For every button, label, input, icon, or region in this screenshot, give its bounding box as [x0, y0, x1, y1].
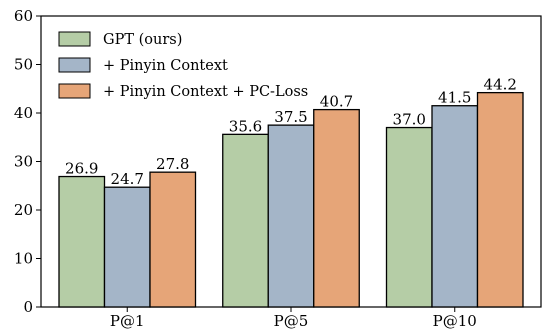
value-label: 24.7	[111, 170, 144, 188]
value-label: 37.0	[393, 111, 426, 129]
bar-p-at-5-series-2	[313, 108, 360, 308]
bar-p-at-10-series-2	[476, 91, 524, 308]
legend-swatch-gpt	[58, 31, 91, 47]
x-axis: P@1 P@5 P@10	[110, 307, 477, 329]
y-tick-label: 40	[14, 104, 33, 122]
bar-p-at-1-series-2	[149, 171, 197, 308]
y-tick-20: 20	[14, 201, 41, 219]
y-tick-0: 0	[23, 298, 41, 316]
y-tick-30: 30	[14, 153, 41, 171]
y-tick-10: 10	[14, 250, 41, 268]
y-tick-label: 20	[14, 201, 33, 219]
bar-p-at-5-series-1	[267, 124, 315, 308]
y-tick-label: 10	[14, 250, 33, 268]
bar-p-at-5-series-0	[222, 133, 269, 308]
y-tick-label: 0	[23, 298, 33, 316]
y-tick-60: 60	[14, 7, 41, 25]
x-tick-label: P@10	[433, 312, 477, 329]
legend: GPT (ours) + Pinyin Context + Pinyin Con…	[58, 31, 308, 100]
value-label: 41.5	[438, 89, 471, 107]
value-label: 35.6	[229, 117, 262, 135]
y-axis: 0 10 20 30 40 50 60	[14, 7, 41, 316]
y-tick-label: 50	[14, 56, 33, 74]
legend-label-pinyin-context: + Pinyin Context	[103, 58, 228, 74]
legend-label-pinyin-context-pc-loss: + Pinyin Context + PC-Loss	[103, 84, 308, 100]
value-label: 27.8	[156, 155, 189, 173]
y-tick-label: 30	[14, 153, 33, 171]
legend-swatch-pinyin-context-pc-loss	[58, 83, 91, 99]
y-tick-40: 40	[14, 104, 41, 122]
x-tick-label: P@1	[110, 312, 145, 329]
y-tick-50: 50	[14, 56, 41, 74]
bar-p-at-10-series-1	[431, 105, 479, 308]
x-tick-label: P@5	[274, 312, 309, 329]
bars-group: 26.9 24.7 27.8 35.6 37.5 40.7 37.0 41.5 44.2	[58, 76, 524, 308]
bar-p-at-1-series-0	[58, 175, 106, 308]
y-tick-label: 60	[14, 7, 33, 25]
bar-p-at-10-series-0	[385, 126, 433, 308]
value-label: 37.5	[274, 108, 307, 126]
value-label: 44.2	[484, 76, 517, 94]
legend-label-gpt: GPT (ours)	[103, 32, 182, 48]
value-label: 40.7	[320, 93, 353, 111]
bar-p-at-1-series-1	[103, 186, 151, 308]
value-label: 26.9	[65, 160, 98, 178]
legend-swatch-pinyin-context	[58, 57, 91, 73]
